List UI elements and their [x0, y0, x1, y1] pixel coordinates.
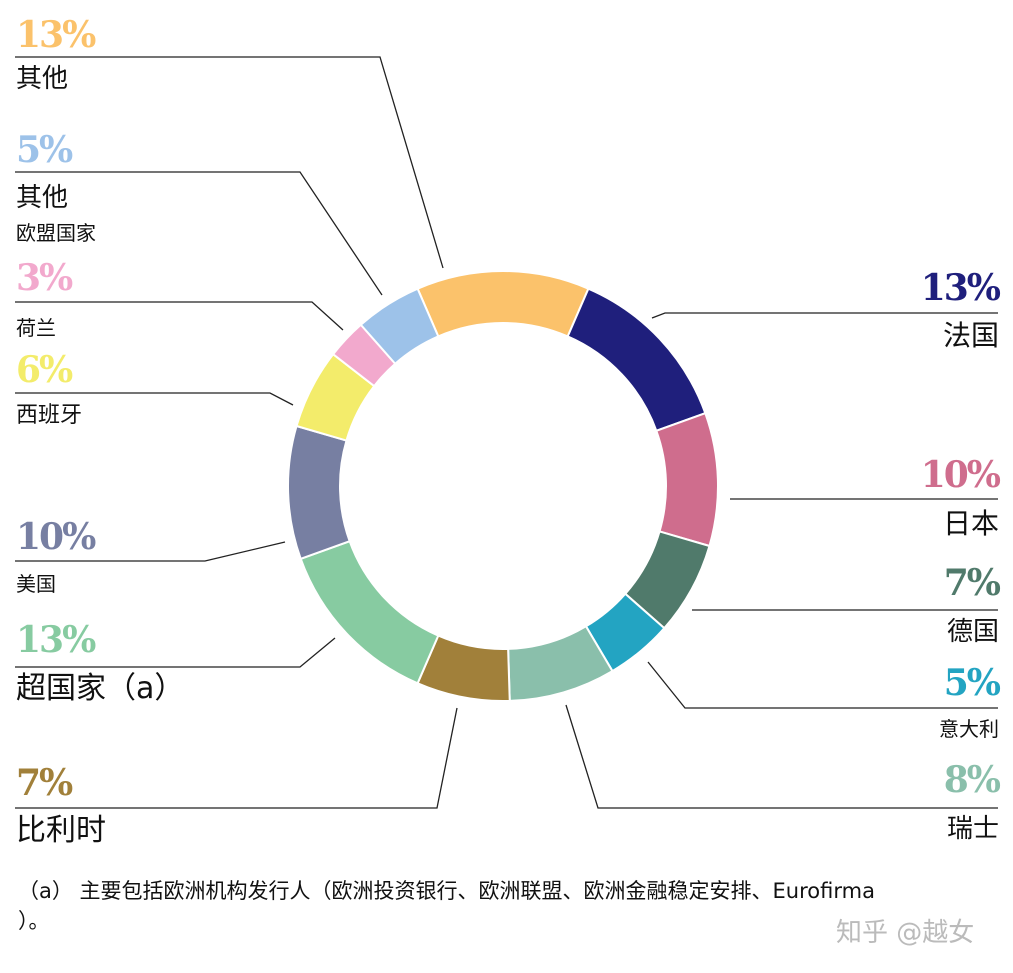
footnote: （a） 主要包括欧洲机构发行人（欧洲投资银行、欧洲联盟、欧洲金融稳定安排、Eur…: [18, 876, 875, 936]
slice-percent-label: 5%: [16, 129, 73, 171]
slice-name-label: 其他: [16, 64, 69, 94]
slice-name-label: 法国: [942, 319, 999, 352]
slice-percent-label: 8%: [943, 759, 1001, 801]
watermark: 知乎 @越女: [836, 918, 975, 948]
slice-name-label: 瑞士: [946, 814, 999, 844]
leader-line-7: [15, 637, 336, 668]
leader-line-4: [647, 661, 998, 709]
slice-name-label: 荷兰: [16, 316, 56, 340]
slice-name-label: 意大利: [939, 717, 999, 741]
donut-slice-0: [416, 270, 590, 338]
slice-name-label: 德国: [946, 617, 999, 647]
slice-name-label: 日本: [942, 507, 999, 540]
donut-slice-1: [566, 287, 707, 433]
slice-percent-label: 13%: [920, 267, 1001, 309]
slice-percent-label: 5%: [943, 662, 1001, 704]
slice-percent-label: 3%: [16, 257, 73, 299]
footnote-line-1: （a） 主要包括欧洲机构发行人（欧洲投资银行、欧洲联盟、欧洲金融稳定安排、Eur…: [18, 879, 875, 903]
leader-line-8: [15, 541, 286, 562]
slice-percent-label: 13%: [16, 619, 96, 661]
slice-name-label: 美国: [16, 572, 56, 596]
slice-name-label: 比利时: [16, 813, 106, 848]
leader-line-1: [651, 312, 998, 319]
slice-sublabel: 欧盟国家: [16, 221, 96, 245]
slice-percent-label: 7%: [943, 562, 1001, 604]
footnote-line-2: ）。: [18, 909, 50, 933]
leader-line-0: [15, 56, 444, 269]
slice-percent-label: 10%: [16, 516, 96, 558]
donut-slice-8: [287, 424, 351, 561]
leader-line-10: [15, 301, 344, 331]
slice-percent-label: 6%: [16, 349, 73, 391]
donut-slice-11: [359, 287, 440, 366]
leader-line-6: [15, 707, 458, 809]
donut-slice-7: [299, 539, 440, 685]
slice-percent-label: 7%: [16, 762, 73, 804]
donut-slice-2: [655, 411, 719, 548]
slice-name-label: 西班牙: [16, 403, 83, 428]
leader-line-9: [15, 392, 294, 406]
slice-percent-label: 13%: [16, 14, 96, 56]
leader-line-5: [565, 704, 998, 809]
slice-name-label: 超国家（a）: [16, 671, 185, 706]
leader-line-11: [15, 171, 383, 296]
slice-percent-label: 10%: [920, 454, 1001, 496]
slice-name-label: 其他: [16, 183, 69, 213]
